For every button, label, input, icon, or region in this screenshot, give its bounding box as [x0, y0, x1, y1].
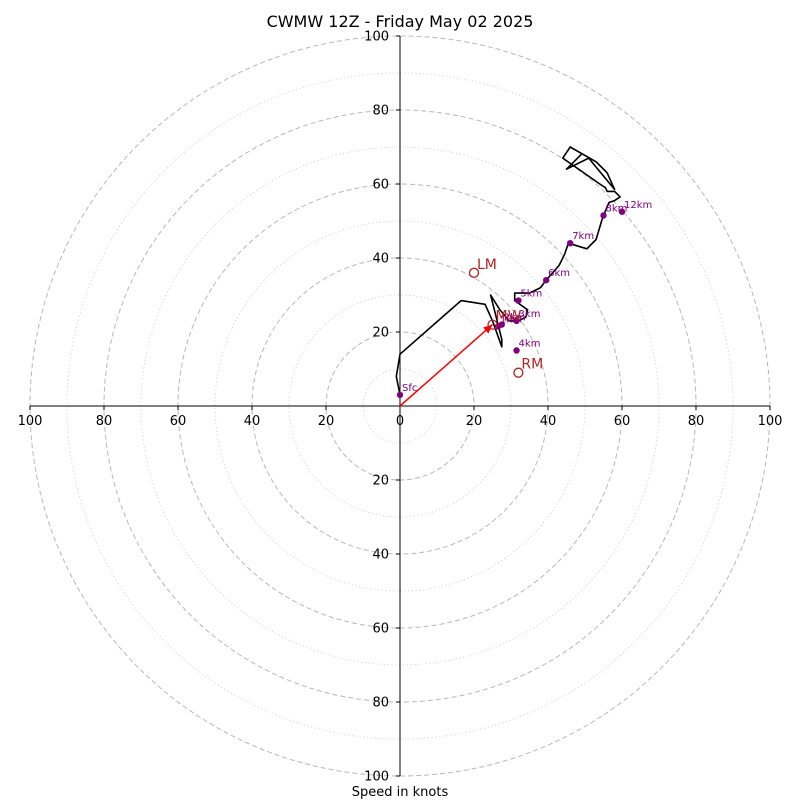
- x-tick-label: 80: [96, 414, 113, 429]
- x-axis-label: Speed in knots: [352, 785, 449, 800]
- storm-motion-point: [513, 367, 524, 378]
- hodograph-line: [395, 146, 621, 396]
- y-tick-label: 20: [372, 326, 389, 341]
- height-point: [542, 277, 550, 284]
- height-label: 1km: [500, 314, 522, 325]
- height-point: [618, 208, 626, 215]
- y-tick-label: 40: [372, 252, 389, 267]
- y-tick-label: 40: [372, 548, 389, 563]
- height-label: 5km: [520, 289, 542, 300]
- mean-wind-arrowhead: [483, 324, 493, 334]
- storm-motion-label: MW: [496, 309, 522, 325]
- height-point: [600, 212, 607, 219]
- storm-motion-point: [468, 267, 480, 278]
- x-tick-label: 20: [466, 414, 483, 429]
- y-tick-label: 60: [372, 178, 389, 193]
- height-point: [515, 297, 522, 304]
- mean-wind-vector: [399, 324, 493, 407]
- height-point: [567, 240, 574, 247]
- x-tick-label: 100: [758, 414, 783, 429]
- storm-motion-label: LM: [477, 257, 497, 273]
- x-tick-label: 100: [18, 414, 43, 429]
- height-label: Sfc: [402, 383, 417, 394]
- storm-motion-markers: LM RM MW: [468, 257, 543, 378]
- height-point: [498, 321, 505, 328]
- height-label: 12km: [624, 200, 652, 211]
- x-tick-label: 20: [318, 414, 335, 429]
- x-tick-label: 60: [614, 414, 631, 429]
- x-tick-label: 60: [170, 414, 187, 429]
- height-label: 8km: [606, 203, 628, 214]
- y-tick-label: 100: [364, 30, 389, 45]
- hodograph-trace: [395, 146, 621, 396]
- x-tick-label: 80: [688, 414, 705, 429]
- chart-title: CWMW 12Z - Friday May 02 2025: [267, 12, 534, 31]
- height-point: [513, 317, 520, 325]
- y-tick-label: 80: [372, 104, 389, 119]
- storm-motion-label: RM: [521, 357, 543, 373]
- height-label: 6km: [548, 268, 570, 279]
- height-label: 7km: [572, 231, 594, 242]
- x-tick-label: 0: [396, 414, 404, 429]
- y-tick-label: 100: [364, 770, 389, 785]
- height-point: [513, 347, 520, 354]
- mean-wind-arrow-shaft: [399, 324, 493, 407]
- height-label: 3km: [519, 309, 541, 320]
- x-tick-label: 40: [244, 414, 261, 429]
- height-point: [396, 391, 404, 399]
- storm-motion-point: [487, 319, 498, 330]
- y-tick-label: 60: [372, 622, 389, 637]
- height-label: 2km: [504, 313, 526, 324]
- y-tick-label: 80: [372, 696, 389, 711]
- x-tick-label: 40: [540, 414, 557, 429]
- height-label: 4km: [519, 339, 541, 350]
- y-tick-label: 20: [372, 474, 389, 489]
- tick-labels: 100 80 60 40 20 0 20 40 60 80 100 20 40 60 80 100 20 40 60…: [18, 30, 783, 785]
